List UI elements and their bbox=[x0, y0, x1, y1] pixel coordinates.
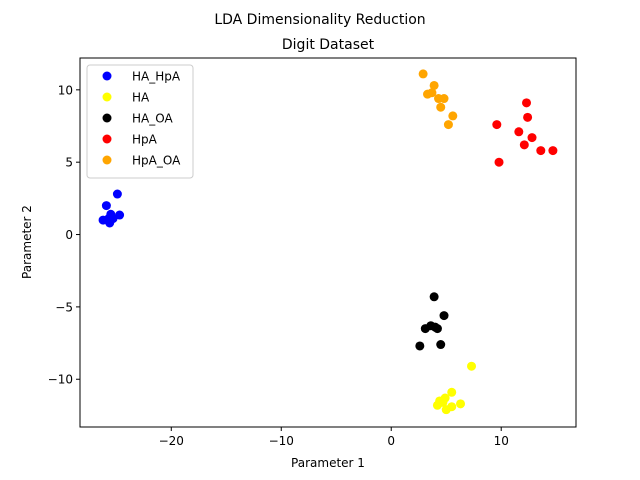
data-point bbox=[514, 127, 524, 137]
data-point bbox=[447, 402, 457, 412]
x-tick-label: 0 bbox=[387, 434, 395, 448]
data-point bbox=[436, 340, 446, 350]
data-point bbox=[430, 322, 440, 332]
data-point bbox=[447, 387, 457, 397]
data-point bbox=[112, 189, 122, 199]
series-HpA bbox=[492, 98, 558, 167]
y-tick-label: 10 bbox=[58, 83, 73, 97]
series-HA bbox=[432, 361, 477, 415]
legend-box bbox=[86, 64, 194, 179]
y-tick-label: −10 bbox=[48, 373, 73, 387]
data-point bbox=[439, 94, 449, 104]
series-HpA_OA bbox=[418, 69, 458, 130]
legend: HA_HpA HA HA_OA HpA HpA_OA bbox=[86, 64, 194, 179]
series-HA_OA bbox=[415, 292, 449, 351]
data-point bbox=[443, 120, 453, 130]
data-point bbox=[429, 80, 439, 90]
data-point bbox=[101, 201, 111, 211]
data-point bbox=[108, 214, 118, 224]
y-axis-label: Parameter 2 bbox=[20, 205, 34, 279]
data-point bbox=[467, 361, 477, 371]
data-point bbox=[429, 292, 439, 302]
data-point bbox=[522, 98, 532, 108]
legend-marker bbox=[102, 155, 112, 165]
data-point bbox=[448, 111, 458, 121]
data-point bbox=[548, 146, 558, 156]
y-tick-label: −5 bbox=[55, 300, 73, 314]
axes-frame bbox=[79, 57, 577, 428]
legend-label: HA_HpA bbox=[132, 70, 181, 84]
y-tick-label: 5 bbox=[65, 156, 73, 170]
legend-label: HpA bbox=[132, 133, 158, 147]
data-point bbox=[527, 133, 537, 143]
data-point bbox=[415, 341, 425, 351]
legend-label: HA_OA bbox=[132, 112, 173, 126]
data-point bbox=[494, 157, 504, 167]
y-tick-label: 0 bbox=[65, 228, 73, 242]
legend-marker bbox=[102, 92, 112, 102]
data-point bbox=[523, 112, 533, 122]
x-tick-label: −20 bbox=[159, 434, 184, 448]
legend-marker bbox=[102, 71, 112, 81]
data-point bbox=[519, 140, 529, 150]
data-point bbox=[456, 399, 466, 409]
data-point bbox=[418, 69, 428, 79]
legend-marker bbox=[102, 113, 112, 123]
x-axis-label: Parameter 1 bbox=[291, 456, 365, 470]
legend-marker bbox=[102, 134, 112, 144]
data-point bbox=[427, 88, 437, 98]
data-point bbox=[436, 102, 446, 112]
chart-title: Digit Dataset bbox=[282, 37, 375, 53]
legend-label: HA bbox=[132, 91, 150, 105]
data-point bbox=[420, 324, 430, 334]
series-HA_HpA bbox=[98, 189, 125, 228]
data-point bbox=[492, 120, 502, 130]
x-tick-label: 10 bbox=[494, 434, 509, 448]
data-point bbox=[439, 311, 449, 321]
plot-area: −20 −10 0 10 −10 −5 0 5 10 bbox=[48, 57, 577, 448]
data-point bbox=[438, 397, 448, 407]
legend-label: HpA_OA bbox=[132, 154, 181, 168]
data-point bbox=[536, 146, 546, 156]
chart-suptitle: LDA Dimensionality Reduction bbox=[214, 12, 425, 28]
x-tick-label: −10 bbox=[269, 434, 294, 448]
data-point bbox=[115, 210, 125, 220]
